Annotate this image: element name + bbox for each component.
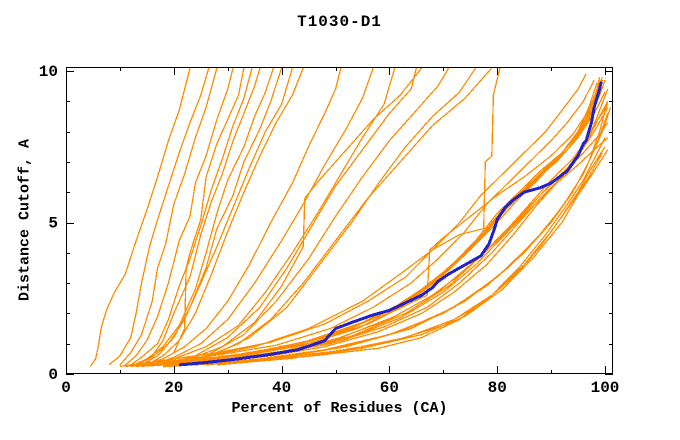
x-tick-label: 60 <box>380 379 399 397</box>
model-curve <box>130 67 253 366</box>
x-tick-label: 0 <box>61 379 71 397</box>
model-curve <box>146 79 606 367</box>
model-curve <box>216 149 609 366</box>
model-curve <box>119 67 218 366</box>
model-curve <box>168 107 609 367</box>
x-tick-label: 80 <box>488 379 507 397</box>
model-curve <box>141 67 342 366</box>
model-curve <box>108 67 210 366</box>
chart-title: T1030-D1 <box>297 13 382 31</box>
model-curve <box>195 152 603 366</box>
model-curve <box>141 67 283 366</box>
model-curve <box>124 67 234 366</box>
model-curve <box>195 101 609 366</box>
model-curve <box>151 67 245 366</box>
y-tick-label: 0 <box>48 366 58 384</box>
model-curve <box>216 107 612 365</box>
x-tick-label: 100 <box>591 379 620 397</box>
model-curve <box>152 76 603 367</box>
model-curve <box>157 67 423 366</box>
x-tick-label: 40 <box>272 379 291 397</box>
model-curve <box>151 67 374 366</box>
model-curve <box>157 91 606 367</box>
y-tick-label: 10 <box>39 63 58 81</box>
model-curve <box>162 67 493 368</box>
model-curve <box>125 79 595 368</box>
model-curve <box>89 67 191 367</box>
model-curve <box>173 67 477 366</box>
y-tick-label: 5 <box>48 215 58 233</box>
model-curve <box>135 67 294 366</box>
model-curve <box>146 67 396 366</box>
model-curve <box>168 67 450 366</box>
model-curve <box>146 67 304 366</box>
model-curve <box>135 67 261 366</box>
highlighted-model-curve <box>179 81 603 367</box>
model-curve <box>162 67 417 366</box>
axis-frame <box>66 67 613 374</box>
x-tick-label: 20 <box>164 379 183 397</box>
x-axis-label: Percent of Residues (CA) <box>231 400 448 417</box>
model-curve <box>130 67 275 367</box>
